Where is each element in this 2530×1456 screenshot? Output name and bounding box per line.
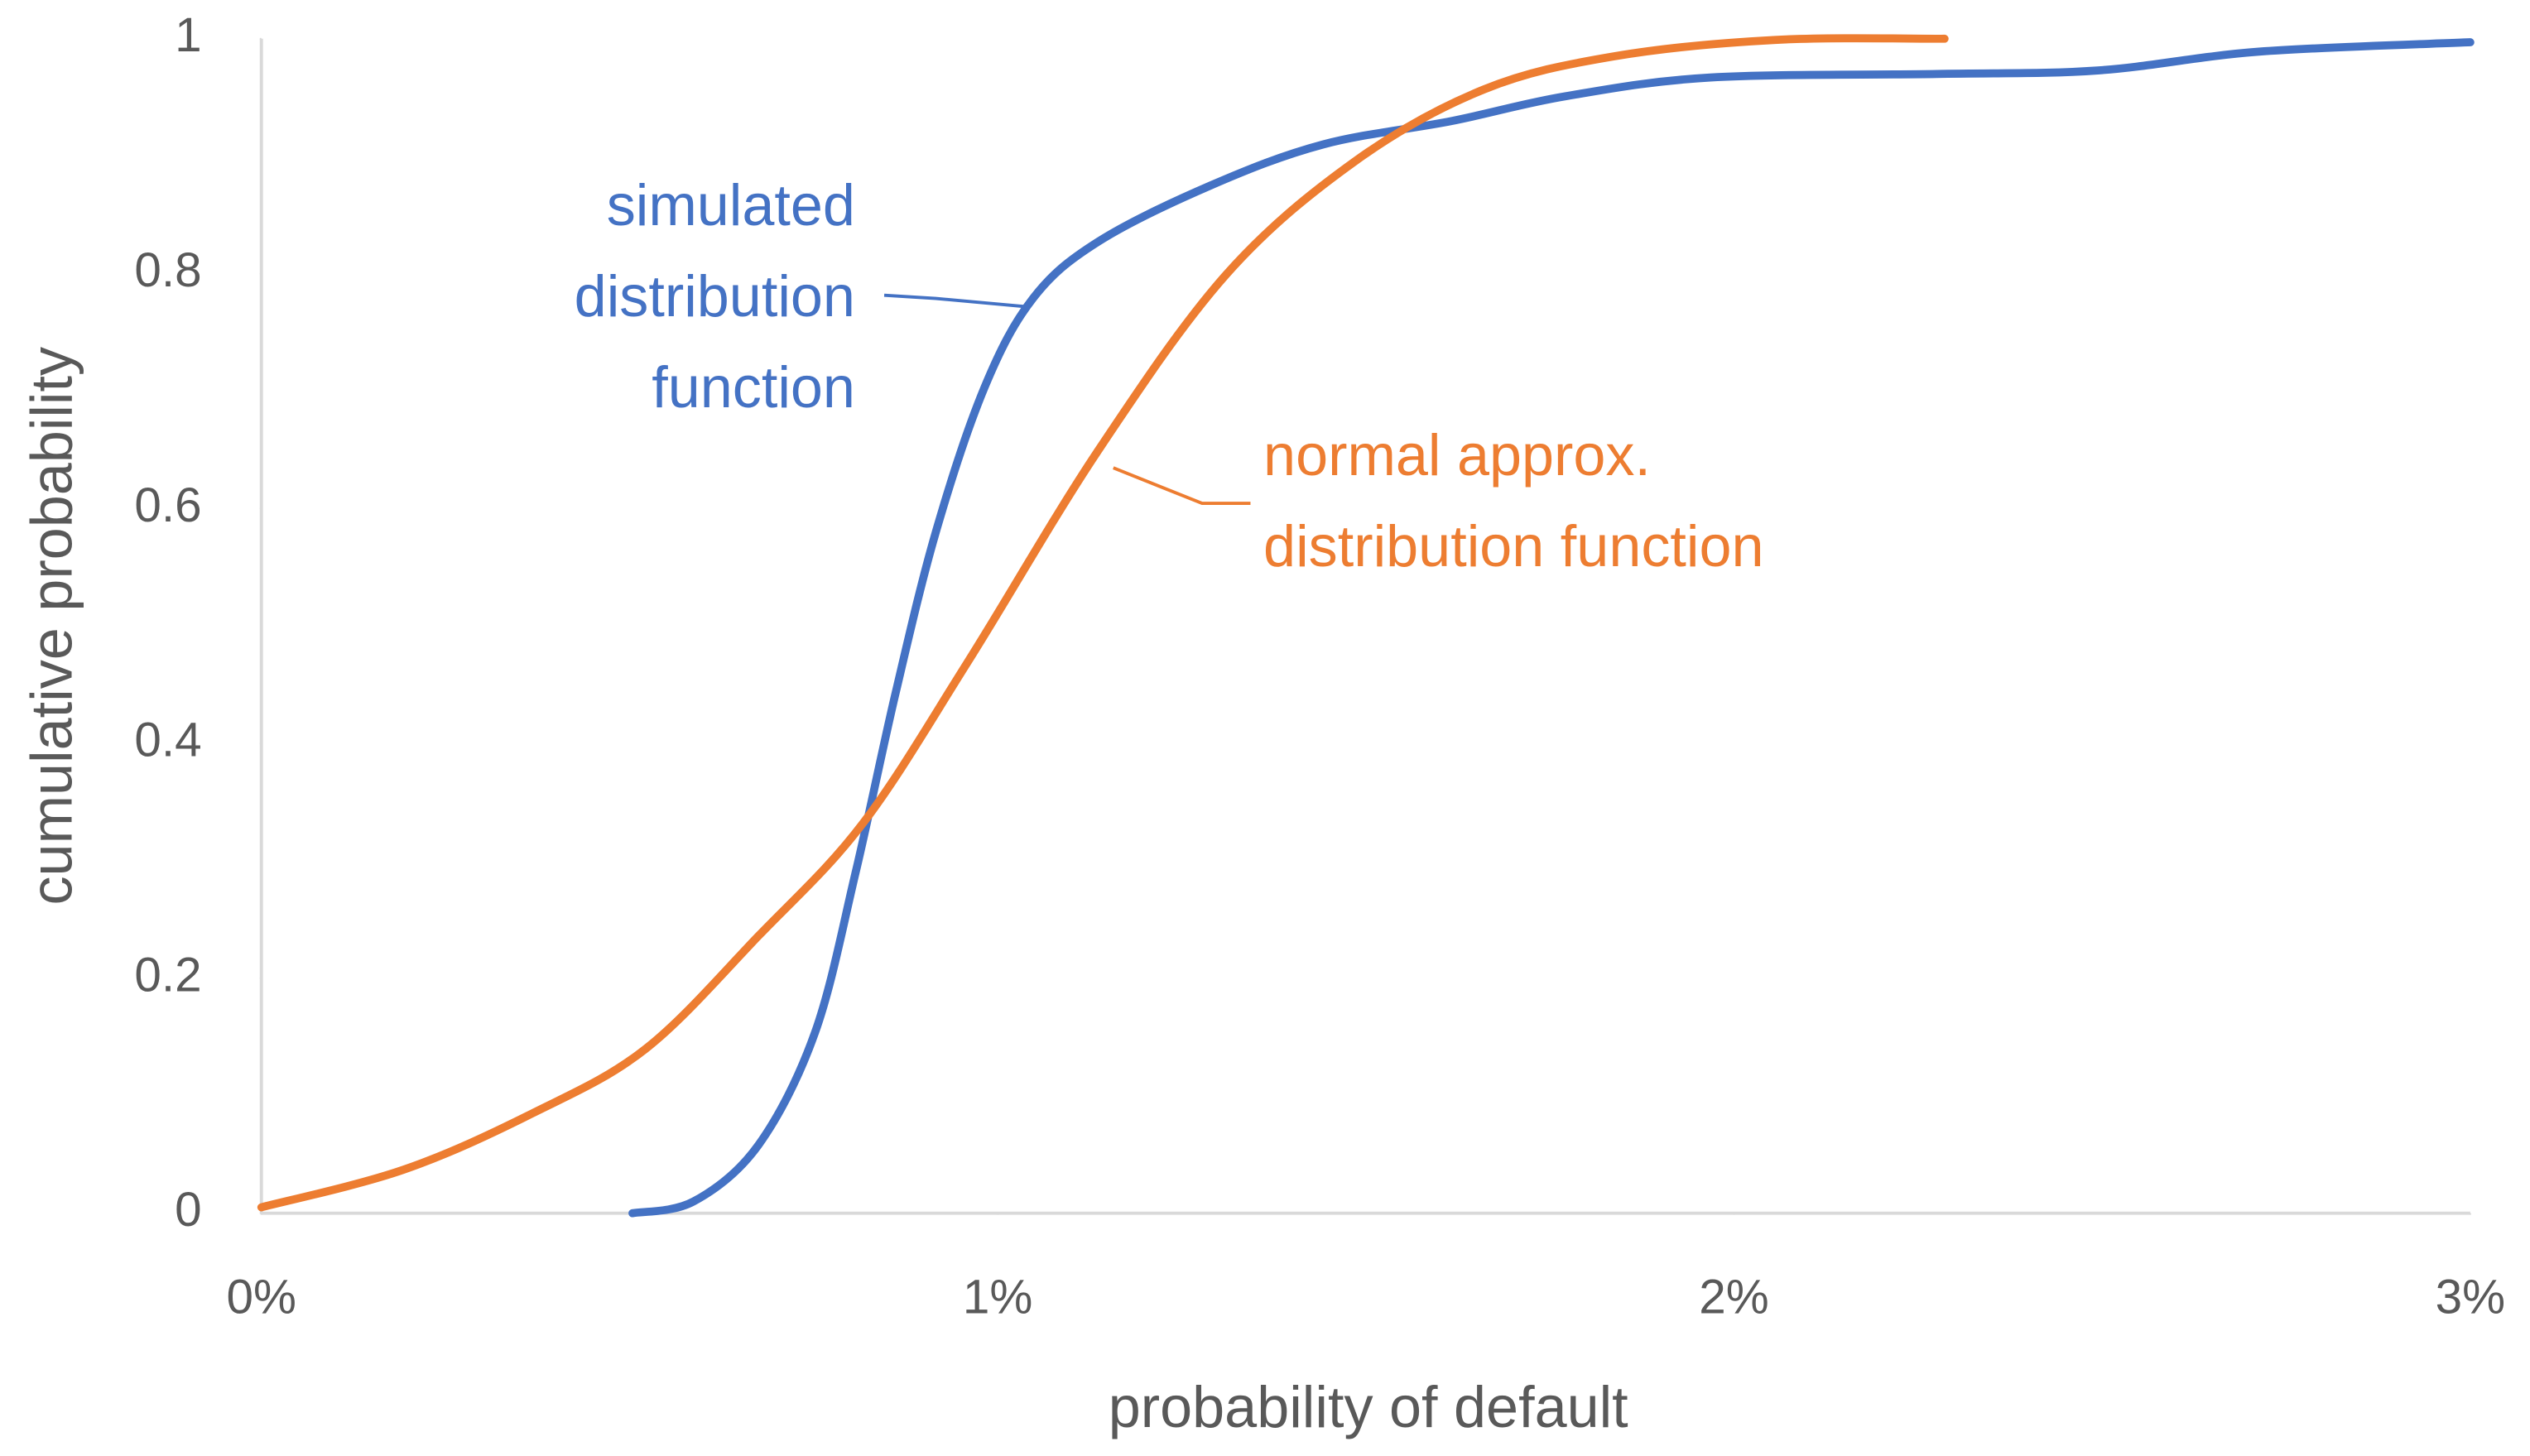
x-tick-label: 1% xyxy=(963,1270,1032,1324)
x-tick-label: 0% xyxy=(226,1270,296,1324)
leader-line xyxy=(1113,466,1251,506)
y-tick-label: 0.2 xyxy=(134,948,201,1002)
series-line xyxy=(257,34,1949,1212)
y-tick-label: 0.8 xyxy=(134,243,201,297)
annotation: simulated xyxy=(607,172,855,238)
y-tick-label: 1 xyxy=(175,8,202,62)
y-axis-title: cumulative probability xyxy=(19,347,84,906)
series-line xyxy=(628,38,2475,1218)
annotation: distribution xyxy=(575,263,855,329)
annotation: function xyxy=(652,354,855,420)
y-tick-label: 0 xyxy=(175,1183,202,1237)
leader-line xyxy=(883,293,1025,309)
y-tick-label: 0.6 xyxy=(134,478,201,532)
x-axis-title: probability of default xyxy=(1109,1374,1628,1439)
annotation: distribution function xyxy=(1263,513,1763,579)
x-tick-label: 3% xyxy=(2436,1270,2505,1324)
annotation: normal approx. xyxy=(1263,422,1651,488)
x-tick-label: 2% xyxy=(1699,1270,1768,1324)
y-tick-label: 0.4 xyxy=(134,714,201,767)
